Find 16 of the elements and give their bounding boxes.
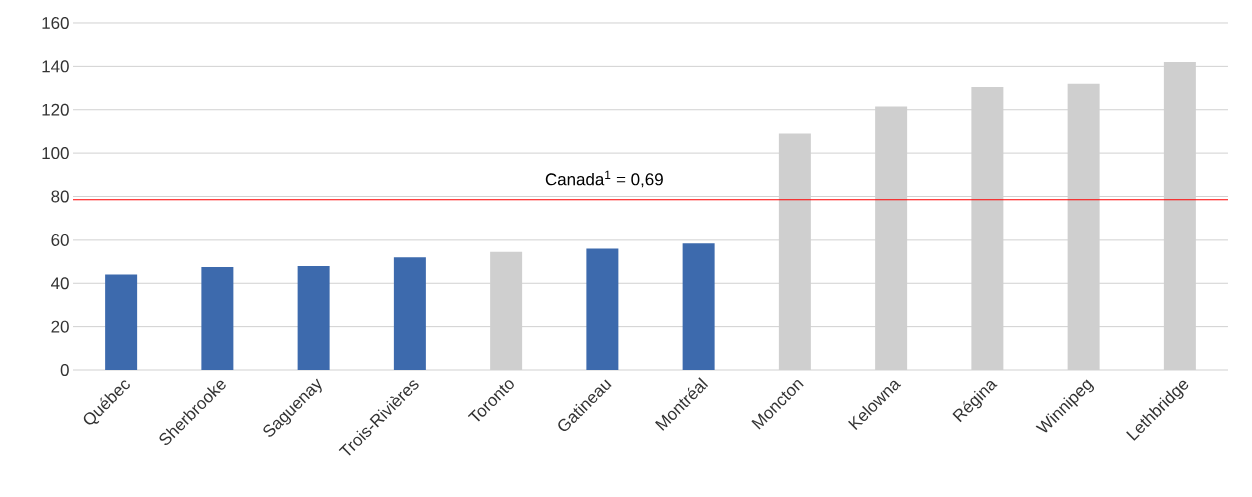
bar [682, 243, 715, 370]
y-tick-label: 120 [42, 103, 69, 116]
y-tick-label: 20 [51, 320, 69, 333]
y-tick-label: 60 [51, 233, 69, 246]
bar [393, 257, 426, 370]
y-tick-label: 140 [42, 60, 69, 73]
bar [297, 265, 330, 370]
y-tick-label: 100 [42, 147, 69, 160]
bar [201, 266, 234, 370]
y-tick-label: 160 [42, 17, 69, 29]
bar [586, 248, 619, 370]
y-tick-label: 0 [60, 364, 69, 376]
bar [105, 274, 138, 370]
y-tick-label: 80 [51, 190, 69, 203]
y-tick-label: 40 [51, 277, 69, 290]
annotation: Canada$^{1}$ = 0,69 [545, 170, 663, 188]
